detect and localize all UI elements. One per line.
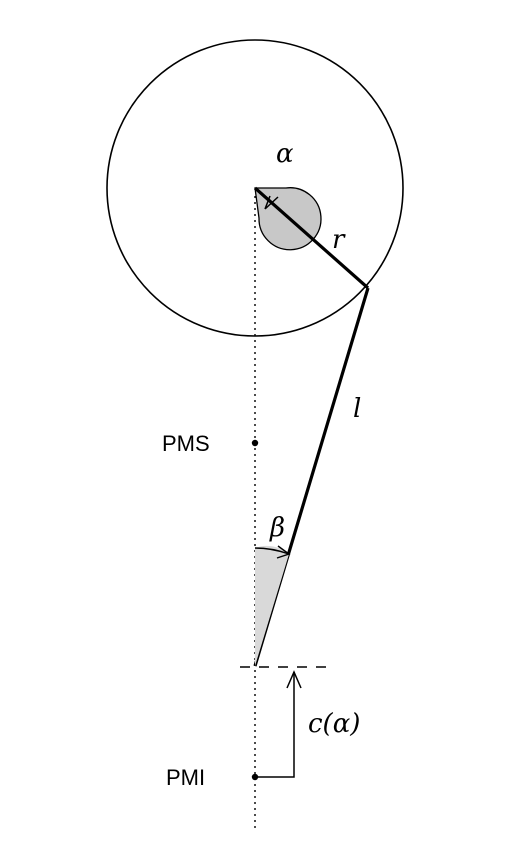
pms-label: PMS — [162, 431, 210, 456]
rod-length-label: l — [353, 394, 361, 424]
beta-label: β — [269, 513, 285, 543]
beta-arrowhead — [276, 545, 291, 559]
pmi-label: PMI — [166, 765, 205, 790]
pmi-dot — [251, 773, 259, 781]
crank-radius — [253, 186, 370, 290]
displacement-label: c(α) — [308, 709, 360, 739]
pms-dot — [251, 439, 259, 447]
beta-wedge — [255, 545, 289, 666]
radius-label: r — [332, 225, 346, 255]
displacement-arrowhead — [286, 670, 302, 689]
beta-arc — [254, 547, 290, 555]
alpha-label: α — [276, 139, 294, 169]
displacement-arrow-line — [257, 672, 295, 778]
